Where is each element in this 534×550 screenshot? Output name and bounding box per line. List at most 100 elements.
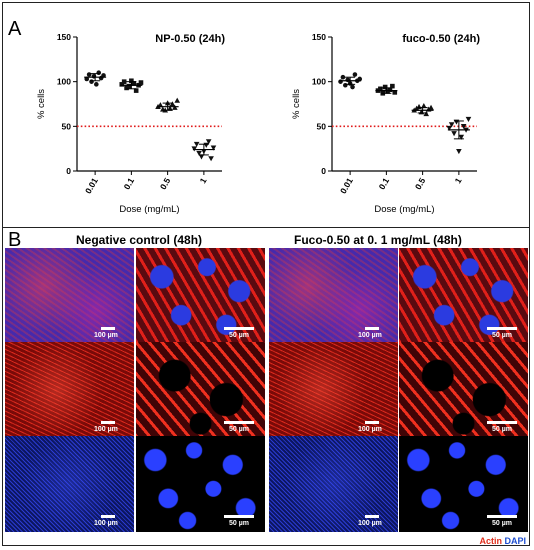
micrograph-dapi-control-high-mag: 50 µm <box>136 436 265 532</box>
data-point <box>392 90 398 95</box>
data-point <box>390 83 395 89</box>
data-point <box>196 150 202 156</box>
data-point <box>124 85 129 91</box>
scale-bar <box>365 421 379 424</box>
scale-bar <box>487 515 517 518</box>
scale-bar-label: 100 µm <box>94 520 118 527</box>
micrograph-merged-fuco-high-mag: 50 µm <box>399 248 528 344</box>
micrograph-actin-fuco-low-mag: 100 µm <box>269 342 398 438</box>
data-point <box>121 79 127 84</box>
micrograph-actin-fuco-high-mag: 50 µm <box>399 342 528 438</box>
fuco-treated-title: Fuco-0.50 at 0. 1 mg/mL (48h) <box>294 233 462 247</box>
scale-bar-label: 50 µm <box>229 426 249 433</box>
y-axis-label: % cells <box>36 89 47 119</box>
scale-bar-label: 50 µm <box>229 332 249 339</box>
data-point <box>446 125 453 131</box>
x-tick-label: 0.01 <box>83 176 100 196</box>
data-point <box>126 83 132 89</box>
scale-bar-label: 100 µm <box>94 426 118 433</box>
scale-bar-label: 100 µm <box>358 426 382 433</box>
data-point <box>86 72 92 77</box>
data-point <box>138 80 144 85</box>
x-tick-label: 0.5 <box>158 176 173 191</box>
data-point <box>448 122 455 128</box>
figure-frame <box>2 2 530 546</box>
data-point <box>458 134 465 140</box>
scale-bar <box>365 327 379 330</box>
data-point <box>101 73 106 78</box>
scale-bar <box>101 421 115 424</box>
x-tick-label: 0.1 <box>122 176 137 191</box>
scale-bar <box>224 421 254 424</box>
scale-bar-label: 50 µm <box>492 520 512 527</box>
data-point <box>343 82 348 88</box>
data-point <box>210 145 217 151</box>
scale-bar-label: 50 µm <box>229 520 249 527</box>
micrograph-dapi-fuco-low-mag: 100 µm <box>269 436 398 532</box>
y-tick-label: 0 <box>321 166 326 176</box>
data-point <box>451 131 457 137</box>
data-point <box>338 79 343 84</box>
scale-bar-label: 100 µm <box>94 332 118 339</box>
x-tick-label: 0.5 <box>413 176 428 191</box>
chart-np-050: NP-0.50 (24h) 0 50 100 150 % cells 0.01 0.1 0.5 1… <box>36 32 225 215</box>
data-point <box>169 101 176 107</box>
micrograph-actin-control-low-mag: 100 µm <box>5 342 134 438</box>
y-tick-label: 50 <box>317 121 327 131</box>
scale-bar <box>224 515 254 518</box>
data-point <box>94 82 99 87</box>
x-tick-label: 1 <box>453 176 464 185</box>
scale-bar <box>487 327 517 330</box>
data-point <box>129 78 134 84</box>
micrograph-merged-fuco-low-mag: 100 µm <box>269 248 398 344</box>
data-point <box>456 149 462 155</box>
data-point <box>350 84 355 90</box>
chart-title: fuco-0.50 (24h) <box>402 33 480 45</box>
channel-legend: Actin DAPI <box>479 536 526 546</box>
data-point <box>413 105 420 111</box>
data-point <box>131 81 137 86</box>
data-point <box>460 124 467 130</box>
x-axis-label: Dose (mg/mL) <box>119 204 179 215</box>
data-point <box>193 141 200 147</box>
data-point <box>385 89 390 94</box>
data-point <box>208 156 214 162</box>
panel-b-label: B <box>8 229 22 251</box>
scale-bar-label: 50 µm <box>492 426 512 433</box>
legend-actin: Actin <box>479 536 502 546</box>
data-point <box>89 79 94 84</box>
data-point <box>84 76 90 82</box>
y-tick-label: 150 <box>57 32 71 42</box>
chart-fuco-050: fuco-0.50 (24h) 0 50 100 150 % cells 0.01 0.1 0.… <box>291 32 480 215</box>
data-point <box>198 154 205 160</box>
x-tick-label: 1 <box>198 176 209 185</box>
data-point <box>352 72 358 77</box>
data-point <box>382 84 388 90</box>
x-tick-label: 0.01 <box>338 176 355 196</box>
data-point <box>378 86 383 92</box>
micrograph-actin-control-high-mag: 50 µm <box>136 342 265 438</box>
data-point <box>428 104 434 110</box>
scale-bar <box>101 515 115 518</box>
scale-bar <box>224 327 254 330</box>
scale-bar-label: 50 µm <box>492 332 512 339</box>
scale-bar <box>365 515 379 518</box>
micrograph-merged-control-low-mag: 100 µm <box>5 248 134 344</box>
negative-control-title: Negative control (48h) <box>76 233 203 247</box>
data-point <box>167 105 173 111</box>
legend-dapi: DAPI <box>504 536 526 546</box>
y-tick-label: 50 <box>62 121 72 131</box>
data-point <box>421 102 427 109</box>
y-axis-label: % cells <box>291 89 302 119</box>
data-point <box>205 139 212 145</box>
y-tick-label: 100 <box>312 77 326 87</box>
data-point <box>157 102 164 108</box>
micrograph-dapi-fuco-high-mag: 50 µm <box>399 436 528 532</box>
data-point <box>465 116 472 122</box>
data-point <box>191 146 198 152</box>
data-point <box>119 82 125 87</box>
data-point <box>423 111 430 117</box>
data-point <box>340 74 346 80</box>
x-tick-label: 0.1 <box>377 176 392 191</box>
data-point <box>174 97 181 103</box>
